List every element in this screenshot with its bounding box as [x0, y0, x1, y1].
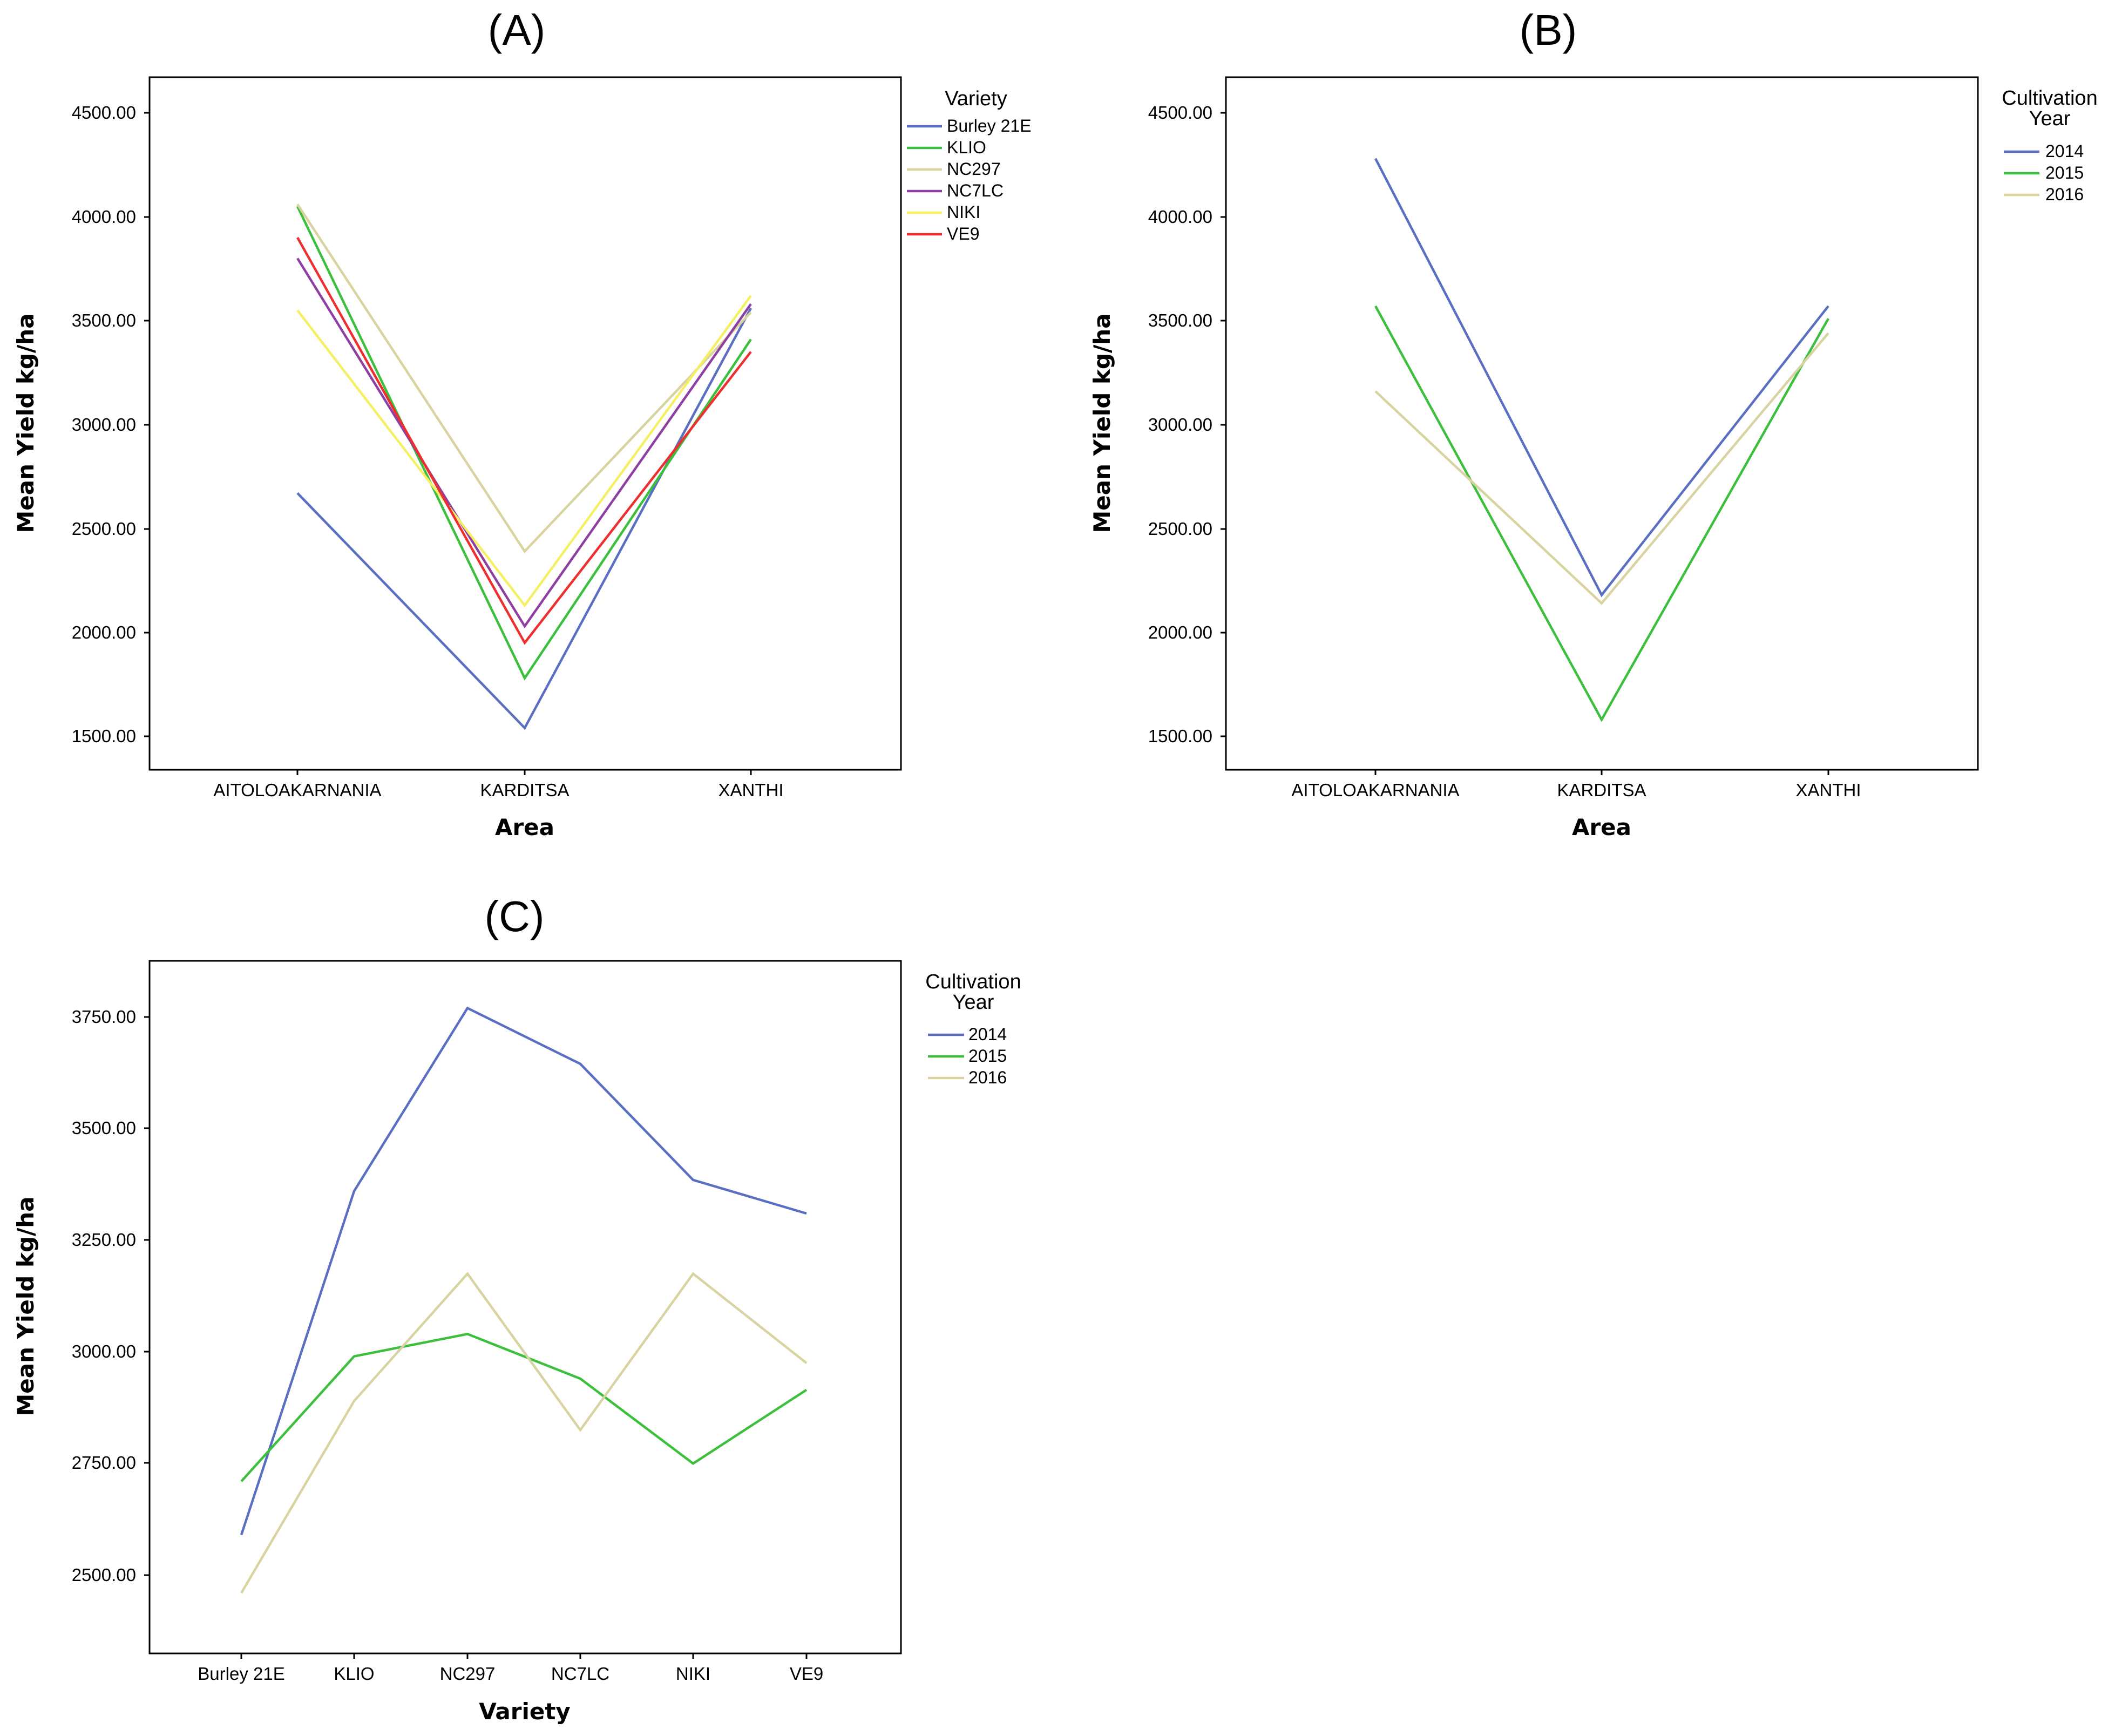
panel-label: (C) [484, 892, 544, 940]
x-tick-label: Burley 21E [198, 1664, 284, 1684]
x-tick-label: AITOLOAKARNANIA [213, 780, 381, 800]
y-tick-label: 2000.00 [72, 622, 136, 642]
x-axis-title: Area [1572, 814, 1631, 840]
y-tick-label: 1500.00 [72, 726, 136, 746]
series-line-2014 [240, 1006, 807, 1536]
y-tick-label: 3000.00 [72, 1341, 136, 1361]
panel-label: (B) [1520, 6, 1577, 54]
y-tick-label: 3250.00 [72, 1230, 136, 1250]
legend: Variety Burley 21E KLIO NC297 NC7LC NIKI VE9 [907, 87, 1032, 243]
legend-label: NC7LC [947, 181, 1004, 200]
chart-panel-1: (A) 1500.00 2000.00 2500.00 3000.00 3500.00 40… [12, 6, 1032, 840]
y-tick-label: 2000.00 [1148, 622, 1212, 642]
x-axis-title: Variety [479, 1698, 571, 1725]
x-axis-title: Area [495, 814, 554, 840]
chart-panel-2: (B) 1500.00 2000.00 2500.00 3000.00 3500.00 40… [1089, 6, 2098, 840]
y-tick-label: 1500.00 [1148, 726, 1212, 746]
y-tick-label: 2500.00 [1148, 519, 1212, 539]
legend-label: 2015 [968, 1046, 1007, 1066]
y-tick-label: 4000.00 [1148, 207, 1212, 227]
legend-label: 2016 [968, 1068, 1007, 1087]
x-tick-label: XANTHI [718, 780, 783, 800]
legend-label: 2016 [2045, 185, 2084, 204]
y-tick-label: 2500.00 [72, 1565, 136, 1585]
legend-title: Year [2029, 107, 2071, 130]
series-line-2014 [1374, 158, 1829, 598]
legend-label: NC297 [947, 159, 1001, 179]
series-line-nc7lc [296, 257, 752, 629]
x-tick-label: NIKI [676, 1664, 710, 1684]
legend-label: KLIO [947, 138, 986, 157]
y-tick-label: 3000.00 [1148, 415, 1212, 435]
y-tick-label: 2500.00 [72, 519, 136, 539]
y-tick-label: 4500.00 [1148, 103, 1212, 123]
y-axis-title: Mean Yield kg/ha [12, 1196, 39, 1416]
y-tick-label: 3500.00 [72, 310, 136, 330]
y-axis-title: Mean Yield kg/ha [1089, 313, 1115, 533]
series-line-2016 [1374, 332, 1829, 605]
legend-label: VE9 [947, 224, 979, 243]
plot-frame [148, 960, 902, 1654]
x-tick-label: NC297 [440, 1664, 496, 1684]
legend-label: 2014 [968, 1025, 1007, 1044]
y-tick-label: 3750.00 [72, 1007, 136, 1027]
series-line-nc297 [296, 204, 752, 554]
x-tick-label: AITOLOAKARNANIA [1291, 780, 1459, 800]
legend-label: NIKI [947, 202, 980, 222]
panel-label: (A) [488, 6, 546, 54]
x-tick-label: KARDITSA [480, 780, 569, 800]
x-tick-label: NC7LC [551, 1664, 609, 1684]
y-tick-label: 3500.00 [1148, 310, 1212, 330]
chart-panel-3: (C) 2500.00 2750.00 3000.00 3250.00 3500.00 37… [12, 892, 1021, 1725]
x-tick-label: KARDITSA [1557, 780, 1646, 800]
legend-label: 2014 [2045, 141, 2084, 161]
legend-label: Burley 21E [947, 116, 1032, 135]
y-tick-label: 2750.00 [72, 1453, 136, 1473]
series-line-niki [296, 295, 752, 608]
legend-title: Cultivation [925, 971, 1021, 993]
x-tick-label: VE9 [790, 1664, 823, 1684]
x-tick-label: KLIO [334, 1664, 374, 1684]
legend-title: Year [953, 991, 994, 1014]
y-tick-label: 4000.00 [72, 207, 136, 227]
series-line-klio [296, 206, 752, 681]
x-tick-label: XANTHI [1795, 780, 1861, 800]
legend-title: Cultivation [2002, 87, 2097, 110]
y-axis-title: Mean Yield kg/ha [12, 313, 39, 533]
legend-title: Variety [945, 87, 1007, 110]
legend-label: 2015 [2045, 163, 2084, 182]
y-tick-label: 4500.00 [72, 103, 136, 123]
y-tick-label: 3000.00 [72, 415, 136, 435]
y-tick-label: 3500.00 [72, 1118, 136, 1138]
series-line-ve9 [296, 236, 752, 645]
series-line-2015 [1374, 305, 1829, 722]
series-line-2015 [240, 1332, 808, 1482]
series-line-2016 [240, 1272, 808, 1594]
